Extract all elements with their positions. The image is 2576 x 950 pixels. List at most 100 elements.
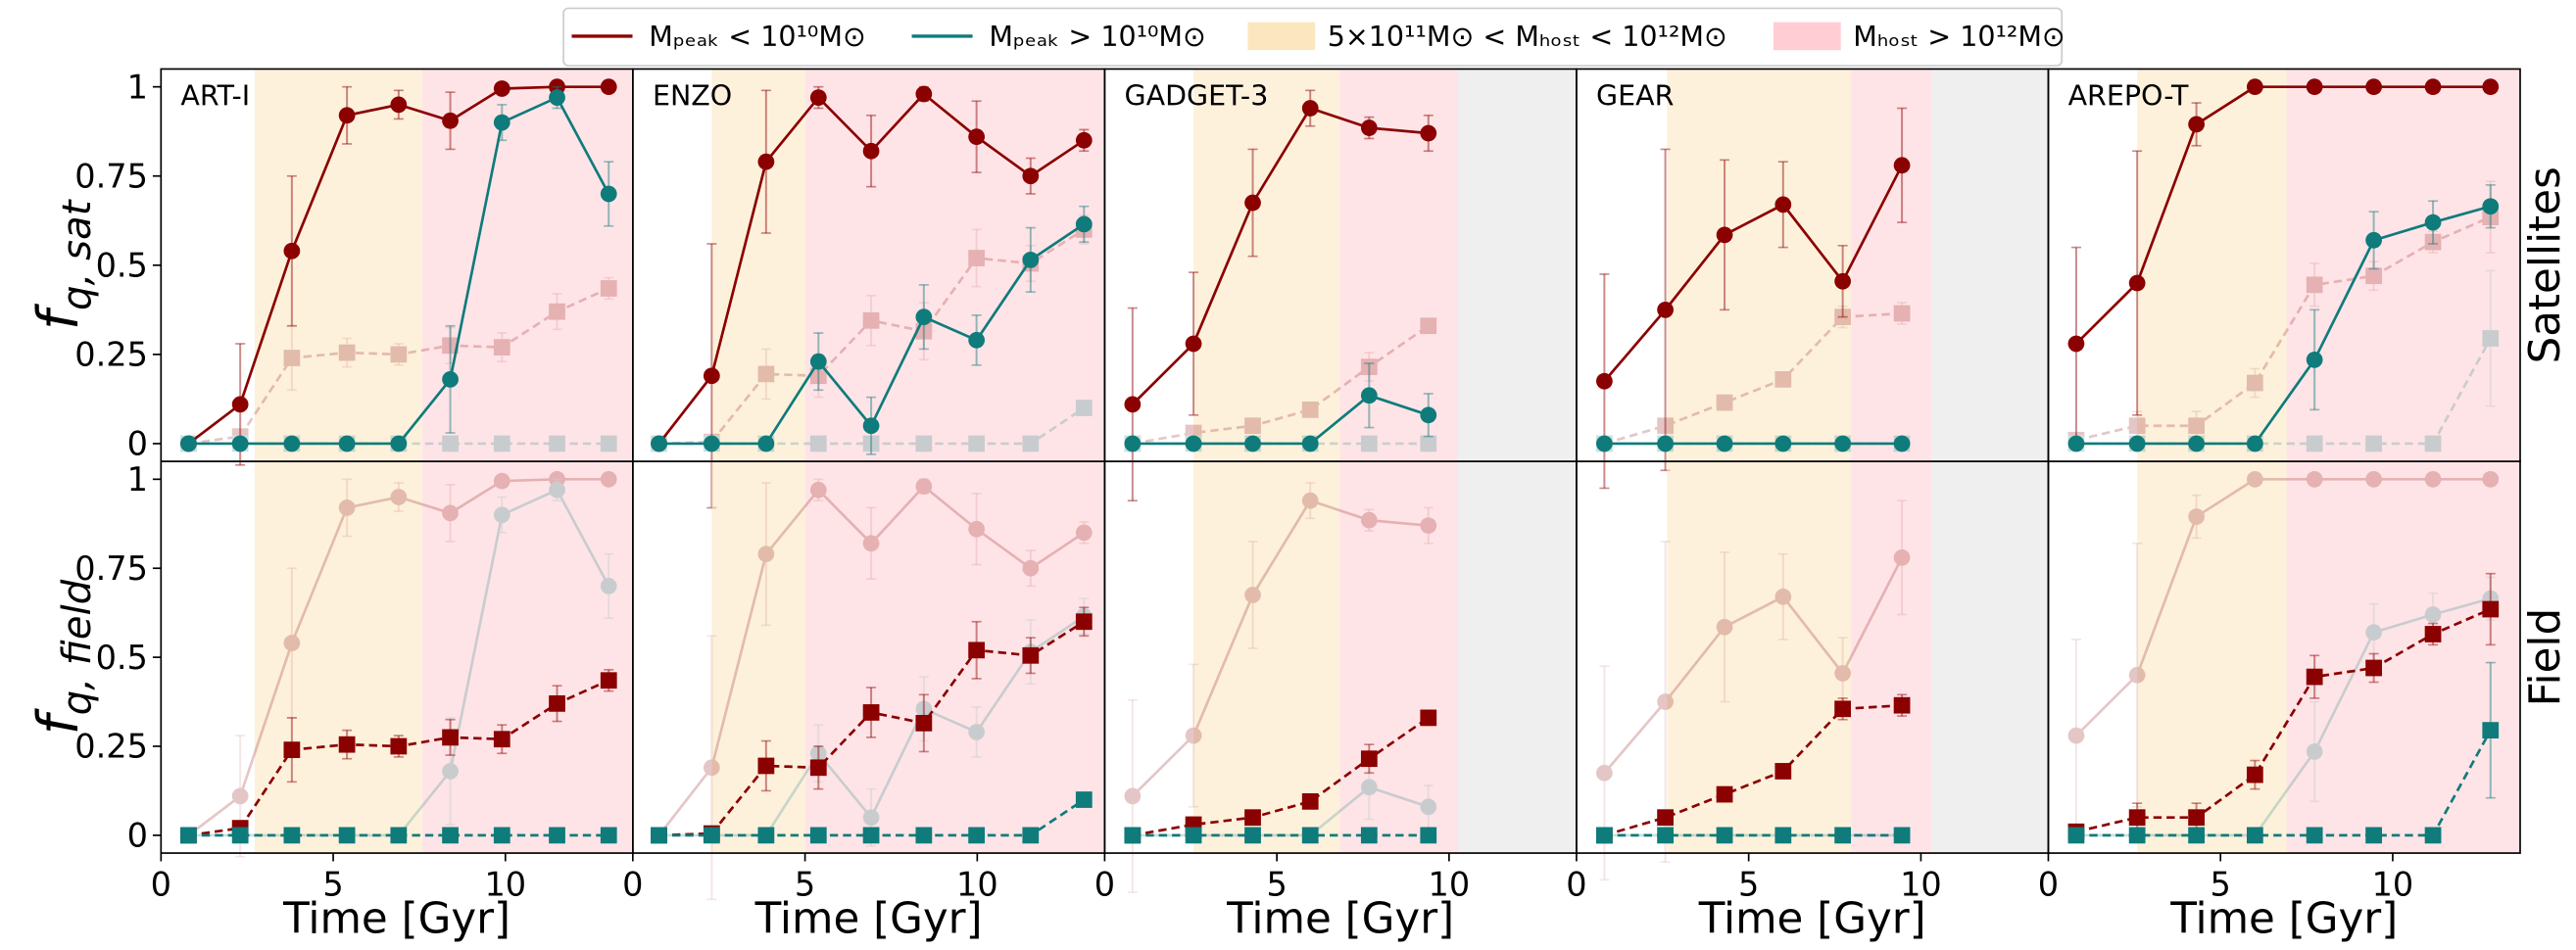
shaded-band <box>1667 69 1852 462</box>
data-point <box>338 827 356 844</box>
series-line <box>1604 703 1903 837</box>
no-data-region <box>1458 461 1577 854</box>
data-point <box>2424 214 2442 231</box>
data-point <box>2067 435 2085 452</box>
y-tick-label: 0.5 <box>96 247 148 285</box>
data-point <box>1893 305 1911 322</box>
data-point <box>283 635 301 651</box>
data-point <box>2365 659 2382 677</box>
data-point <box>809 759 827 777</box>
data-point <box>1185 727 1202 744</box>
data-point <box>915 827 933 844</box>
data-point <box>1596 827 1613 844</box>
y-tick-label: 1 <box>127 460 148 499</box>
series-group <box>651 85 1093 509</box>
data-point <box>231 827 249 844</box>
data-point <box>915 309 933 326</box>
data-point <box>2306 827 2323 844</box>
data-point <box>493 114 510 131</box>
data-point <box>1022 646 1040 664</box>
data-point <box>1716 618 1733 636</box>
series-line <box>188 287 609 446</box>
series-group <box>2067 572 2500 844</box>
y-tick-label: 0.5 <box>96 639 148 677</box>
data-point <box>442 504 459 522</box>
series-group <box>1596 693 1911 844</box>
data-point <box>757 546 775 563</box>
data-point <box>1360 119 1378 136</box>
data-point <box>493 80 510 97</box>
data-point <box>549 481 565 499</box>
series-group <box>1124 709 1437 844</box>
data-point <box>549 694 565 712</box>
shaded-band <box>804 461 1105 854</box>
data-point <box>915 700 933 718</box>
data-point <box>757 153 775 170</box>
data-point <box>2482 600 2500 618</box>
data-point <box>2128 274 2146 292</box>
y-tick-label: 1 <box>127 68 148 106</box>
data-point <box>1774 588 1792 605</box>
data-point <box>390 435 408 452</box>
x-tick-label: 5 <box>1738 866 1759 904</box>
data-point <box>968 827 986 844</box>
data-point <box>1420 798 1437 816</box>
data-point <box>1657 417 1674 435</box>
panel-title: AREPO-T <box>2068 79 2189 112</box>
data-point <box>915 478 933 495</box>
data-point <box>1893 435 1911 452</box>
data-point <box>915 714 933 732</box>
data-point <box>1420 517 1437 534</box>
series-group <box>180 78 617 466</box>
data-point <box>2365 78 2382 96</box>
data-point <box>2188 435 2205 452</box>
data-point <box>2365 827 2382 844</box>
data-point <box>493 827 510 844</box>
legend-patch <box>1247 22 1316 51</box>
y-tick-label: 0.25 <box>74 728 148 766</box>
series-line <box>1604 311 1903 446</box>
series-line <box>2074 85 2491 345</box>
data-point <box>442 435 459 452</box>
data-point <box>1774 763 1792 780</box>
no-data-region <box>1458 69 1577 462</box>
data-point <box>862 417 880 435</box>
data-point <box>2365 470 2382 488</box>
data-point <box>549 303 565 320</box>
shaded-band <box>2286 69 2520 462</box>
series-line <box>2075 729 2492 837</box>
data-point <box>600 435 617 452</box>
data-point <box>1360 358 1378 376</box>
data-point <box>1657 809 1674 827</box>
x-tick-label: 0 <box>1094 866 1115 904</box>
data-point <box>703 435 720 452</box>
data-point <box>1301 100 1319 117</box>
data-point <box>600 470 617 488</box>
data-point <box>600 578 617 594</box>
data-point <box>2246 766 2263 784</box>
data-point <box>1075 400 1093 416</box>
shaded-band <box>711 461 805 854</box>
data-point <box>809 367 827 385</box>
data-point <box>442 763 459 780</box>
data-point <box>2306 351 2323 368</box>
data-point <box>1774 370 1792 388</box>
y-tick-label: 0.25 <box>74 336 148 374</box>
data-point <box>338 107 356 124</box>
data-point <box>1834 665 1852 682</box>
data-point <box>915 85 933 103</box>
data-point <box>1420 435 1437 452</box>
data-point <box>862 435 880 452</box>
series-line <box>1132 324 1430 446</box>
data-point <box>390 346 408 363</box>
shaded-band <box>1339 461 1459 854</box>
data-point <box>2188 827 2205 844</box>
series-line <box>1603 556 1904 775</box>
series-group <box>651 606 1093 844</box>
data-point <box>390 96 408 114</box>
panel-frame <box>2047 460 2521 854</box>
data-point <box>1075 524 1093 542</box>
panel-title: GADGET-3 <box>1125 79 1269 112</box>
data-point <box>2424 606 2442 623</box>
data-point <box>862 535 880 552</box>
